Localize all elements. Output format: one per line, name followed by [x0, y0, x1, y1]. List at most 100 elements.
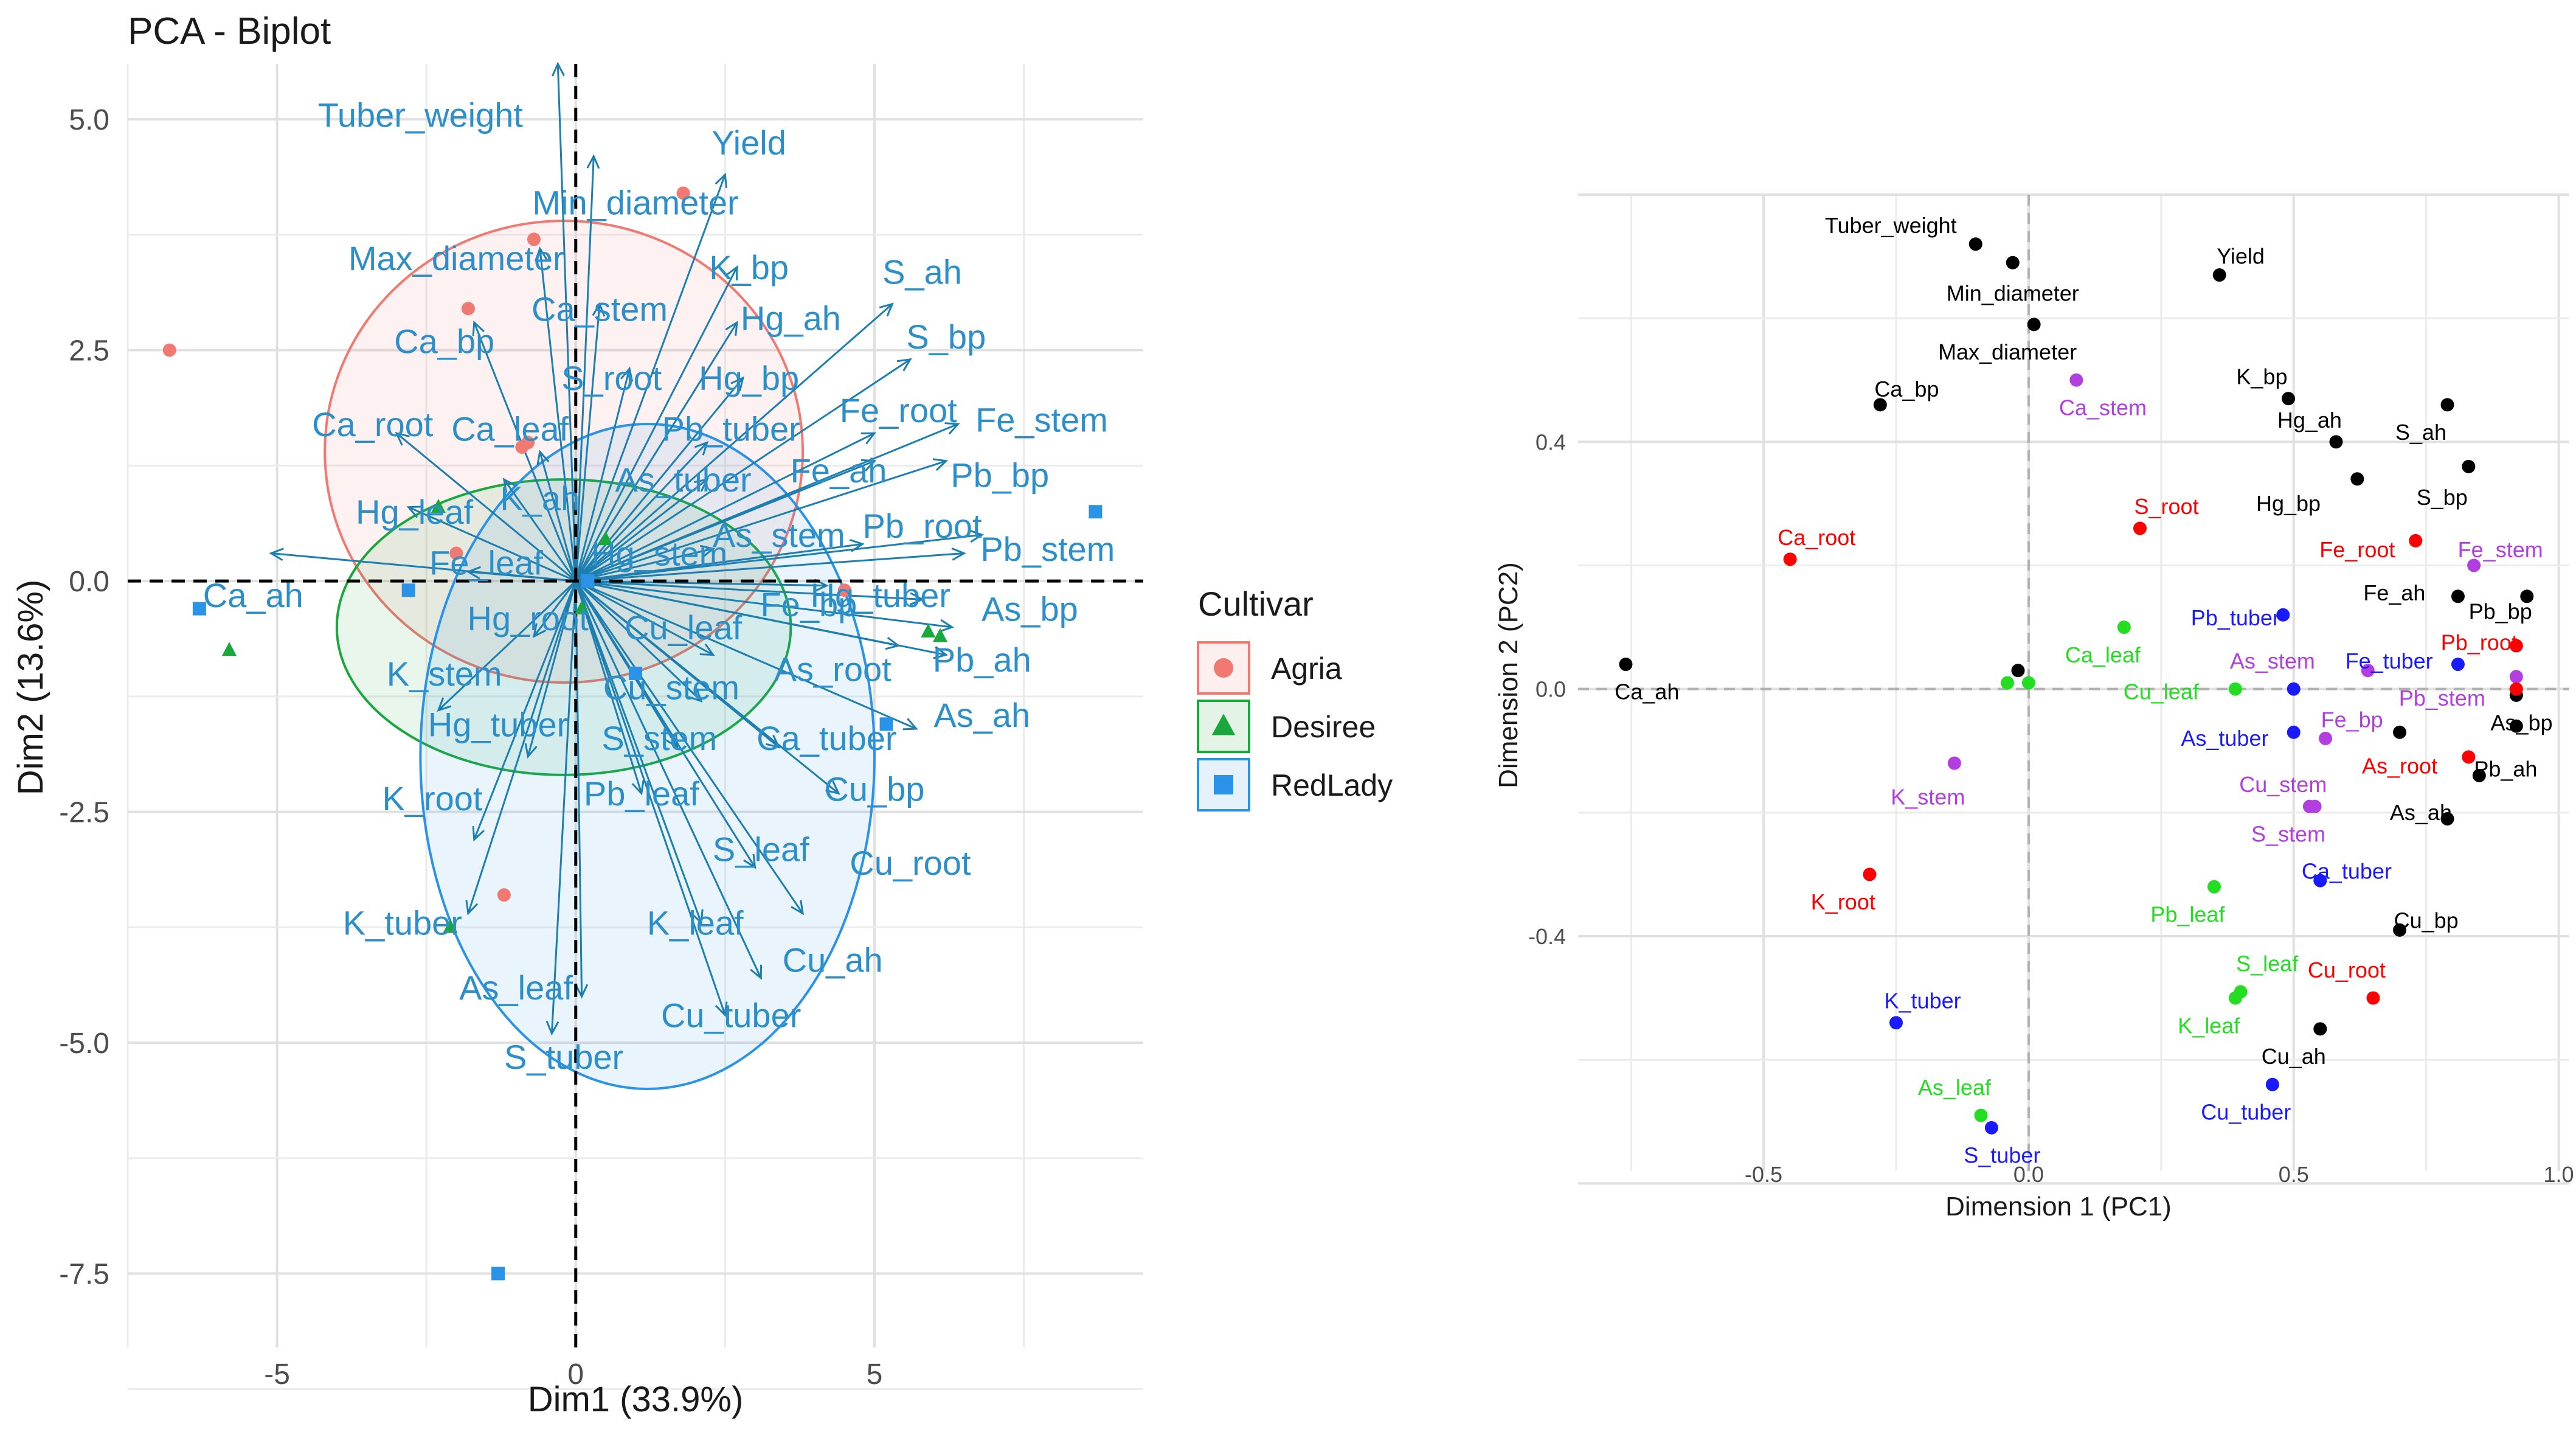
loading-point	[2287, 682, 2301, 696]
arrow-max_diameter	[539, 248, 577, 582]
arrowhead	[502, 478, 516, 493]
zero-lines	[1578, 195, 2569, 1171]
variable-label: Hg_ah	[741, 299, 841, 337]
loading-point	[2313, 874, 2327, 888]
arrow-min_diameter	[575, 156, 595, 582]
arrowhead	[694, 478, 709, 492]
point-redlady	[879, 717, 893, 731]
arrowhead	[688, 688, 703, 703]
arrow-cu_tuber	[575, 580, 726, 1016]
arrow-cu_root	[575, 580, 804, 914]
variable-label: Fe_stem	[975, 400, 1108, 439]
variable-label: Min_diameter	[532, 184, 738, 222]
arrow-k_tuber	[467, 580, 577, 914]
arrow-as_bp	[575, 580, 952, 628]
loading-point	[2265, 1077, 2279, 1091]
loading-point	[2319, 731, 2333, 745]
point-redlady	[1089, 505, 1103, 519]
y-tick-label: -7.5	[59, 1259, 109, 1291]
point-redlady	[401, 583, 415, 597]
variable-label: As_stem	[713, 516, 845, 554]
variable-label: Fe_leaf	[429, 544, 543, 582]
arrowhead	[620, 366, 634, 382]
loading-point	[2117, 620, 2131, 634]
variable-label: Cu_ah	[783, 940, 883, 979]
arrowhead	[395, 432, 410, 446]
arrow-hg_tuber	[527, 580, 577, 757]
loading-label: Tuber_weight	[1825, 213, 1957, 238]
y-tick-label: -2.5	[59, 797, 109, 829]
loading-point	[2329, 435, 2343, 449]
variable-label: K_leaf	[647, 904, 744, 942]
arrowhead	[524, 743, 538, 759]
loading-label: Max_diameter	[1938, 339, 2077, 364]
variable-label: Ca_stem	[531, 290, 668, 328]
arrowhead	[699, 544, 716, 558]
loading-point	[2276, 608, 2290, 622]
point-agria	[162, 343, 176, 357]
arrowhead	[269, 547, 284, 561]
point-redlady	[192, 602, 206, 616]
variable-label: Pb_bp	[950, 456, 1049, 495]
y-tick-label: 5.0	[69, 104, 109, 136]
arrowhead	[575, 984, 589, 999]
loading-label: Ca_leaf	[2065, 642, 2141, 667]
x-tick-label: 0.5	[2279, 1162, 2309, 1187]
loading-point	[1947, 756, 1961, 770]
arrowhead	[586, 154, 600, 169]
variable-label: Pb_stem	[980, 530, 1115, 568]
loading-point	[2393, 725, 2407, 739]
point-desiree	[221, 642, 237, 656]
loading-label: K_root	[1811, 889, 1875, 914]
loading-point	[2287, 725, 2301, 739]
loading-point	[1619, 658, 1633, 672]
arrow-k_bp	[575, 266, 738, 582]
x-axis-title-right: Dimension 1 (PC1)	[1945, 1192, 2172, 1222]
arrow-pb_stem	[575, 534, 982, 582]
arrow-yield	[575, 174, 726, 582]
loading-label: As_stem	[2230, 648, 2315, 673]
loading-label: Hg_ah	[2277, 408, 2342, 433]
y-tick-label: 0.4	[1536, 429, 1566, 454]
loading-label: Cu_root	[2308, 958, 2386, 982]
loading-label: Min_diameter	[1947, 281, 2079, 306]
arrowhead	[699, 643, 715, 656]
variable-label: Ca_root	[312, 405, 434, 443]
variable-label: Ca_leaf	[451, 410, 569, 448]
loading-point	[1873, 398, 1887, 412]
arrow-s_ah	[575, 303, 893, 582]
loading-label: Pb_leaf	[2150, 902, 2225, 926]
legend: Cultivar Agria Desiree RedLady	[1197, 585, 1393, 812]
arrowhead	[860, 459, 877, 472]
arrow-k_leaf	[575, 580, 702, 923]
loading-label: Cu_ah	[2262, 1044, 2326, 1069]
x-tick-label: 5	[867, 1358, 883, 1391]
arrow-as_tuber	[575, 478, 708, 582]
loading-label: Hg_bp	[2256, 491, 2321, 516]
variable-label: Cu_bp	[824, 770, 924, 808]
arrow-hg_root	[533, 580, 576, 638]
arrow-k_stem	[437, 580, 576, 711]
loading-point	[2212, 268, 2226, 282]
arrowhead	[730, 376, 745, 391]
individual-points	[162, 186, 1103, 1281]
arrow-cu_stem	[575, 580, 702, 702]
loading-label: Ca_bp	[1874, 377, 1939, 401]
loading-point	[2366, 991, 2380, 1005]
arrowhead	[545, 1021, 559, 1036]
loading-labels: Tuber_weight Yield Min_diameter Max_diamete…	[1615, 213, 2552, 1168]
loading-label: As_tuber	[2181, 726, 2268, 751]
variable-label: Max_diameter	[348, 239, 564, 277]
arrowhead	[691, 909, 704, 925]
loading-label: K_tuber	[1885, 989, 1961, 1013]
loading-point	[2350, 472, 2364, 486]
arrow-fe_ah	[575, 460, 875, 582]
point-redlady	[491, 1267, 505, 1281]
variable-labels: Tuber_weight Yield Min_diameter Max_diamete…	[203, 96, 1115, 1076]
x-tick-label: -5	[264, 1358, 290, 1391]
variable-label: S_tuber	[504, 1038, 623, 1076]
variable-label: Pb_tuber	[662, 410, 800, 448]
y-axis-title-right: Dimension 2 (PC2)	[1494, 562, 1523, 788]
variable-label: S_bp	[906, 318, 986, 356]
arrowhead	[896, 358, 912, 372]
